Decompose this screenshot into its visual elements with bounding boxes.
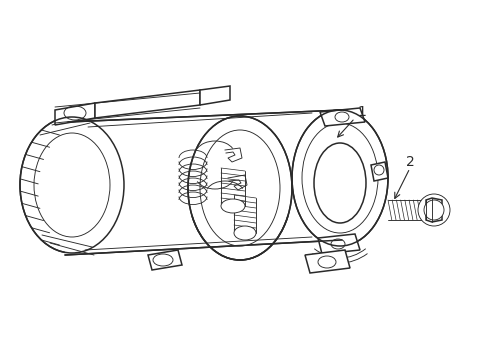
Ellipse shape [234,226,256,240]
Ellipse shape [291,110,387,246]
Ellipse shape [20,117,124,253]
Ellipse shape [313,143,365,223]
Polygon shape [148,250,182,270]
Ellipse shape [417,194,449,226]
Text: 2: 2 [405,155,413,169]
Polygon shape [200,86,229,105]
Ellipse shape [221,199,244,213]
Polygon shape [425,198,441,222]
Ellipse shape [187,116,291,260]
Ellipse shape [302,123,377,233]
Polygon shape [370,162,387,181]
Ellipse shape [423,200,443,220]
Polygon shape [317,234,359,254]
Polygon shape [55,103,95,125]
Polygon shape [305,250,349,273]
Ellipse shape [34,133,110,237]
Polygon shape [95,90,200,118]
Polygon shape [319,108,364,126]
Polygon shape [65,110,341,255]
Text: 1: 1 [357,105,366,119]
Ellipse shape [200,130,280,246]
